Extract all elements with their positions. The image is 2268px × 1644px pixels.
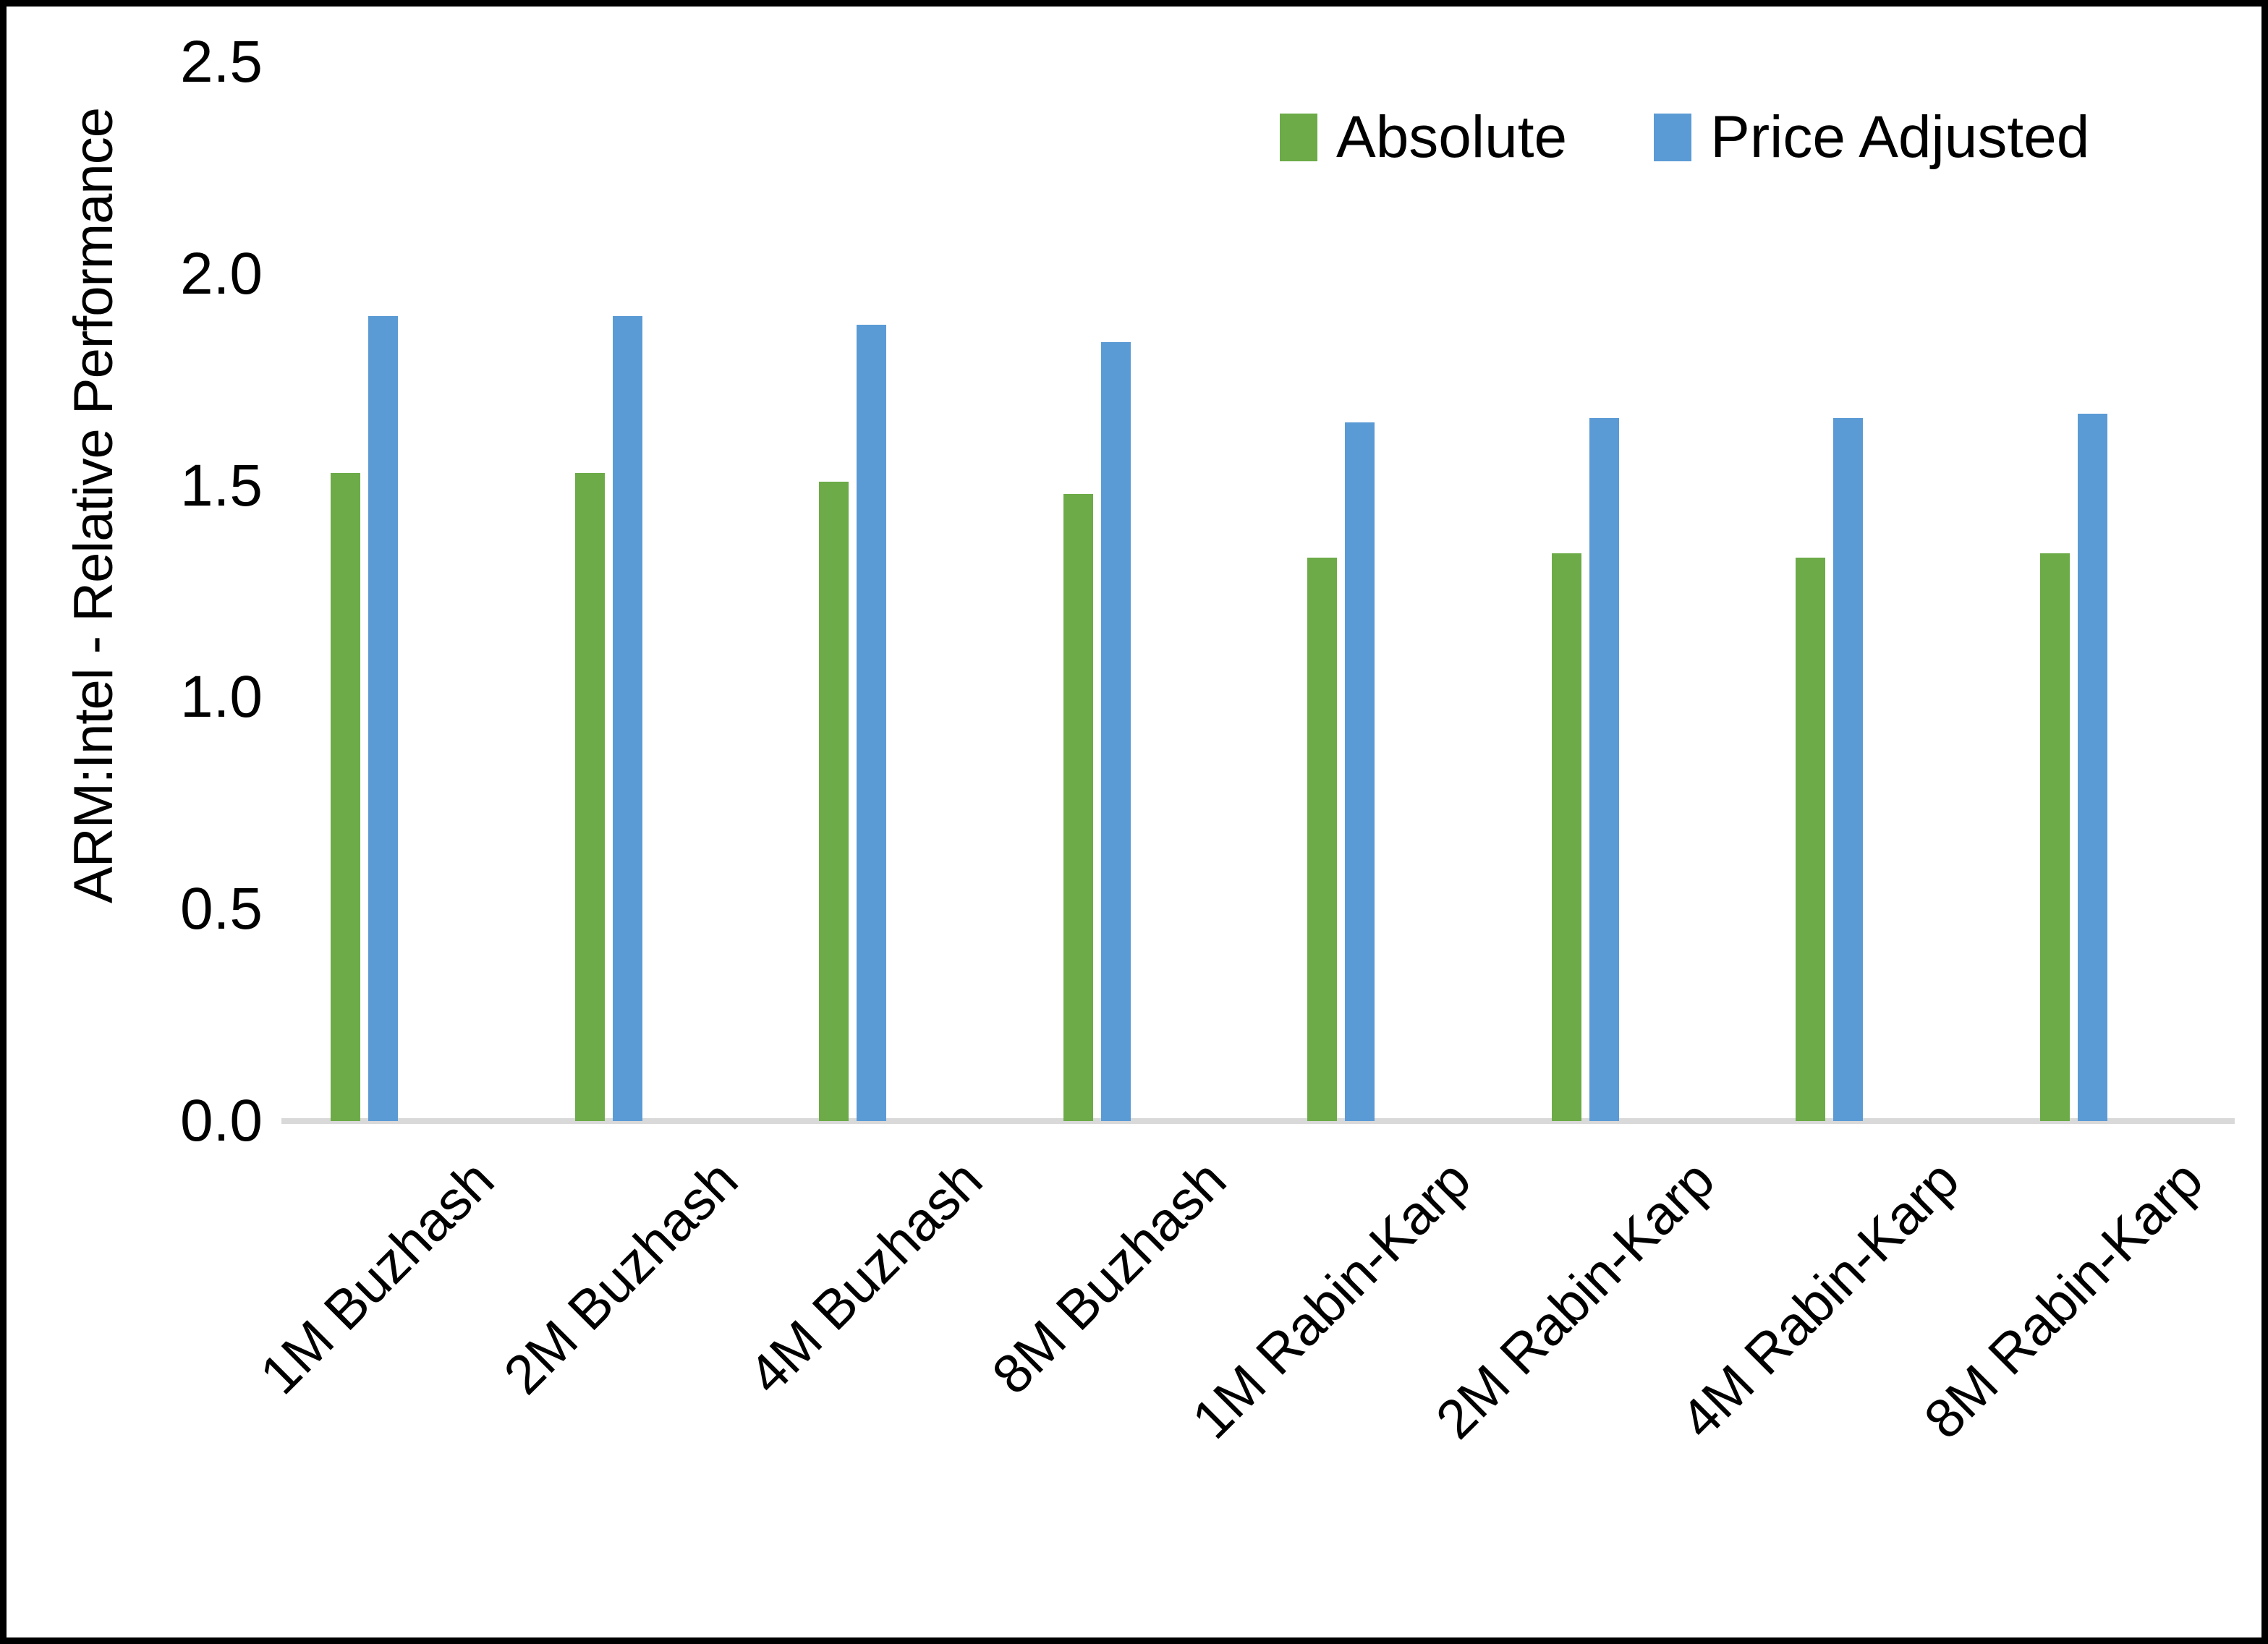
bar-price-adjusted[interactable]	[368, 316, 399, 1121]
x-axis-labels: 1M Buzhash 2M Buzhash 4M Buzhash 8M Buzhash…	[248, 1121, 2235, 1627]
bar-price-adjusted[interactable]	[2077, 414, 2107, 1121]
legend-swatch-absolute-icon	[1280, 114, 1317, 161]
bar-price-adjusted[interactable]	[612, 316, 642, 1121]
bar-price-adjusted[interactable]	[1833, 417, 1864, 1121]
x-tick-label: 4M Buzhash	[736, 1149, 994, 1406]
y-tick-label: 2.0	[180, 240, 263, 307]
bar-absolute[interactable]	[1063, 494, 1093, 1121]
legend-item-absolute[interactable]: Absolute	[1280, 108, 1567, 167]
bar-group	[1014, 62, 1259, 1121]
x-tick-label: 2M Buzhash	[492, 1149, 750, 1406]
y-axis-ticks: 0.0 0.5 1.0 1.5 2.0 2.5	[115, 7, 281, 1637]
legend-item-price-adjusted[interactable]: Price Adjusted	[1654, 108, 2089, 167]
bar-price-adjusted[interactable]	[1589, 417, 1619, 1121]
x-tick-label: 8M Buzhash	[980, 1149, 1239, 1406]
bar-group	[526, 62, 770, 1121]
plot-area	[281, 62, 2235, 1124]
bar-price-adjusted[interactable]	[1345, 422, 1375, 1121]
bar-absolute[interactable]	[2039, 553, 2070, 1121]
legend-label-absolute: Absolute	[1336, 104, 1568, 170]
bar-absolute[interactable]	[574, 473, 605, 1121]
bar-absolute[interactable]	[819, 481, 849, 1121]
bar-absolute[interactable]	[331, 473, 361, 1121]
bar-group	[1991, 62, 2235, 1121]
bar-price-adjusted[interactable]	[1100, 341, 1131, 1121]
bar-group	[281, 62, 526, 1121]
chart-legend: Absolute Price Adjusted	[1280, 108, 2089, 167]
bar-absolute[interactable]	[1307, 558, 1338, 1121]
bar-group	[1746, 62, 1991, 1121]
x-axis-line	[281, 1118, 2235, 1124]
bar-group	[770, 62, 1014, 1121]
bar-group	[1503, 62, 1747, 1121]
bar-group	[1258, 62, 1503, 1121]
bar-absolute[interactable]	[1796, 558, 1826, 1121]
y-tick-label: 0.5	[180, 876, 263, 942]
bar-absolute[interactable]	[1551, 553, 1581, 1121]
y-tick-label: 1.0	[180, 664, 263, 731]
y-tick-label: 0.0	[180, 1088, 263, 1154]
legend-swatch-price-adjusted-icon	[1654, 114, 1692, 161]
bar-price-adjusted[interactable]	[857, 325, 887, 1121]
legend-label-price-adjusted: Price Adjusted	[1710, 104, 2090, 170]
y-tick-label: 1.5	[180, 452, 263, 519]
y-tick-label: 2.5	[180, 29, 263, 95]
x-tick-label: 1M Buzhash	[248, 1149, 506, 1406]
